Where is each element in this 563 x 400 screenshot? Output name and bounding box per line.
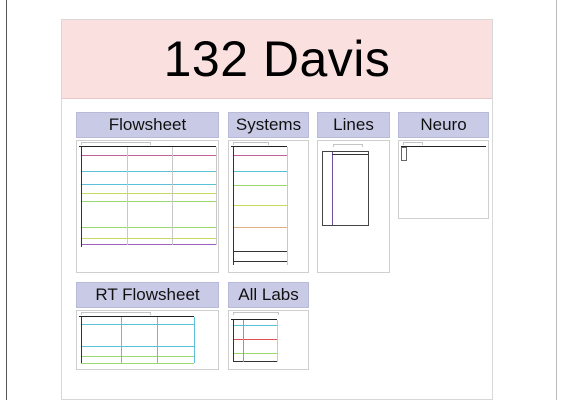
preview-rule — [81, 356, 194, 357]
preview-rule — [81, 238, 216, 239]
preview-rule — [332, 154, 368, 155]
preview-rule — [233, 171, 287, 172]
tile-all-labs: All Labs — [228, 282, 309, 370]
tile-flowsheet-label[interactable]: Flowsheet — [76, 112, 219, 138]
preview-rule — [81, 363, 194, 364]
preview-rule — [81, 317, 82, 363]
preview-rule — [81, 147, 82, 247]
preview-rule — [233, 320, 234, 362]
tile-all-labs-label[interactable]: All Labs — [228, 282, 309, 308]
preview-rule — [216, 147, 217, 245]
preview-rule — [172, 147, 173, 245]
preview-rule — [233, 325, 277, 326]
preview-tab — [81, 142, 151, 145]
neuro-preview[interactable] — [398, 140, 489, 219]
preview-rule — [79, 316, 194, 317]
tile-lines: Lines — [317, 112, 390, 273]
preview-rule — [233, 261, 287, 262]
preview-rule — [81, 324, 194, 325]
preview-rule — [81, 227, 216, 228]
lines-preview[interactable] — [317, 140, 390, 273]
preview-rule — [233, 353, 277, 354]
preview-rule — [81, 184, 216, 185]
preview-rule — [231, 319, 277, 320]
preview-rule — [233, 147, 234, 265]
preview-tab — [81, 312, 151, 315]
preview-rule — [287, 147, 288, 265]
preview-rule — [233, 227, 287, 228]
preview-rule — [233, 185, 287, 186]
preview-rule — [231, 146, 287, 147]
tile-systems: Systems — [228, 112, 309, 273]
preview-box — [401, 147, 407, 161]
preview-tab — [333, 144, 363, 147]
rt-flowsheet-preview[interactable] — [76, 310, 219, 370]
preview-rule — [81, 171, 216, 172]
preview-rule — [233, 205, 287, 206]
tile-neuro-label[interactable]: Neuro — [398, 112, 489, 138]
preview-rule — [79, 146, 216, 147]
preview-rule — [233, 155, 287, 156]
preview-rule — [81, 244, 216, 245]
preview-rule — [194, 317, 195, 363]
preview-rule — [81, 346, 194, 347]
preview-rule — [233, 339, 277, 340]
flowsheet-preview[interactable] — [76, 140, 219, 273]
systems-preview[interactable] — [228, 140, 309, 273]
tile-rt-flowsheet: RT Flowsheet — [76, 282, 219, 370]
window-right-border — [556, 0, 557, 400]
preview-rule — [81, 155, 216, 156]
unit-dashboard-panel: 132 Davis Flowsheet Systems — [61, 19, 493, 400]
preview-tab — [233, 312, 279, 315]
window-left-border — [6, 0, 7, 400]
preview-rule — [127, 147, 128, 245]
preview-box — [322, 151, 369, 226]
preview-rule — [332, 152, 333, 225]
preview-tab — [403, 142, 423, 145]
unit-title: 132 Davis — [164, 30, 391, 88]
unit-title-banner: 132 Davis — [62, 20, 492, 99]
preview-rule — [277, 320, 278, 362]
tile-flowsheet: Flowsheet — [76, 112, 219, 273]
preview-rule — [233, 251, 287, 252]
preview-rule — [401, 146, 486, 147]
preview-rule — [81, 193, 216, 194]
preview-rule — [81, 201, 216, 202]
preview-rule — [121, 317, 122, 363]
preview-tab — [233, 142, 269, 145]
tile-neuro: Neuro — [398, 112, 489, 219]
preview-rule — [157, 317, 158, 363]
preview-rule — [243, 320, 244, 362]
all-labs-preview[interactable] — [228, 310, 309, 370]
preview-rule — [233, 361, 277, 362]
tile-rt-flowsheet-label[interactable]: RT Flowsheet — [76, 282, 219, 308]
tile-lines-label[interactable]: Lines — [317, 112, 390, 138]
tile-systems-label[interactable]: Systems — [228, 112, 309, 138]
